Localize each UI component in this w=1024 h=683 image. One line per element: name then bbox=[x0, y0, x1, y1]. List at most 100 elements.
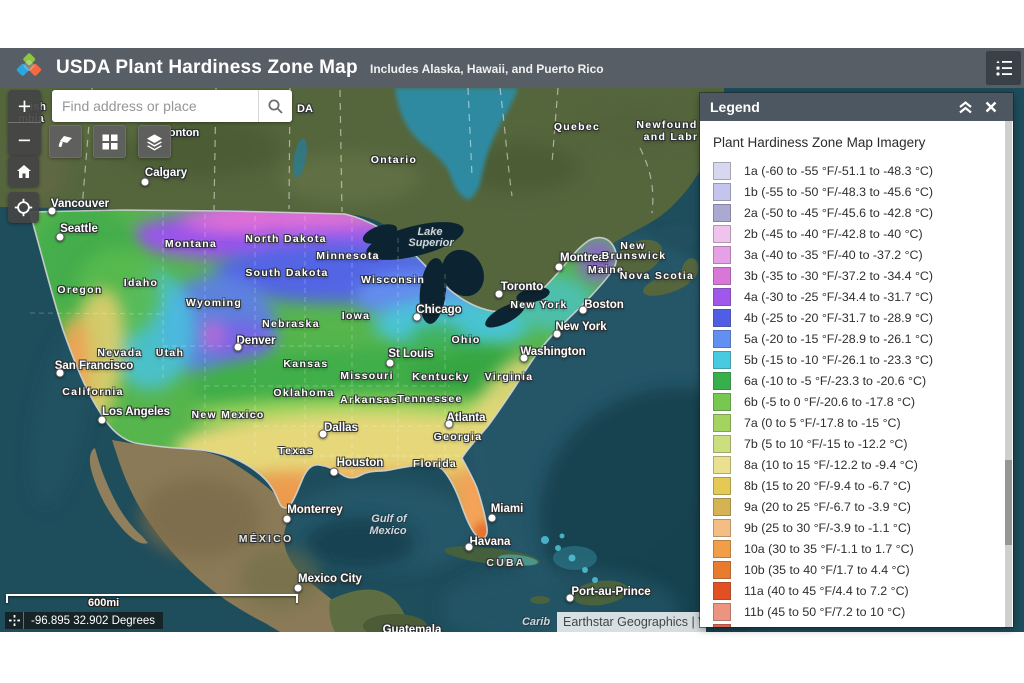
zone-label: 6b (-5 to 0 °F/-20.6 to -17.8 °C) bbox=[744, 394, 916, 409]
search-box bbox=[52, 90, 292, 122]
zone-swatch bbox=[713, 476, 731, 495]
flag-icon bbox=[58, 136, 72, 148]
legend-item: 3a (-40 to -35 °F/-40 to -37.2 °C) bbox=[700, 244, 1013, 265]
legend-item: 6a (-10 to -5 °F/-23.3 to -20.6 °C) bbox=[700, 370, 1013, 391]
zoom-controls: + − bbox=[8, 90, 41, 156]
legend-item: 7a (0 to 5 °F/-17.8 to -15 °C) bbox=[700, 412, 1013, 433]
locate-button[interactable] bbox=[8, 192, 39, 223]
layers-button[interactable] bbox=[138, 125, 171, 158]
zone-label: 1a (-60 to -55 °F/-51.1 to -48.3 °C) bbox=[744, 163, 933, 178]
zone-swatch bbox=[713, 371, 731, 390]
legend-item: 9b (25 to 30 °F/-3.9 to -1.1 °C) bbox=[700, 517, 1013, 538]
legend-list-toggle-button[interactable] bbox=[986, 51, 1021, 85]
zone-label: 12a (50 to 55 °F/10 to 12.8 °C) bbox=[744, 626, 913, 628]
legend-item: 2b (-45 to -40 °F/-42.8 to -40 °C) bbox=[700, 223, 1013, 244]
zone-label: 5a (-20 to -15 °F/-28.9 to -26.1 °C) bbox=[744, 331, 933, 346]
search-input[interactable] bbox=[52, 90, 258, 122]
legend-body: Plant Hardiness Zone Map Imagery 1a (-60… bbox=[700, 121, 1013, 627]
page-subtitle: Includes Alaska, Hawaii, and Puerto Rico bbox=[370, 62, 604, 76]
zone-swatch bbox=[713, 539, 731, 558]
zone-label: 9a (20 to 25 °F/-6.7 to -3.9 °C) bbox=[744, 499, 911, 514]
zone-swatch bbox=[713, 182, 731, 201]
locate-crosshair-icon bbox=[14, 198, 33, 217]
legend-item: 1b (-55 to -50 °F/-48.3 to -45.6 °C) bbox=[700, 181, 1013, 202]
coordinates-text: -96.895 32.902 Degrees bbox=[31, 614, 156, 627]
zoom-out-button[interactable]: − bbox=[8, 123, 41, 156]
legend-item: 3b (-35 to -30 °F/-37.2 to -34.4 °C) bbox=[700, 265, 1013, 286]
zone-label: 6a (-10 to -5 °F/-23.3 to -20.6 °C) bbox=[744, 373, 927, 388]
zone-swatch bbox=[713, 245, 731, 264]
grid-icon bbox=[102, 134, 117, 149]
legend-item: 10a (30 to 35 °F/-1.1 to 1.7 °C) bbox=[700, 538, 1013, 559]
layer-list-icon bbox=[995, 60, 1012, 76]
scale-label: 600mi bbox=[88, 597, 120, 609]
zone-swatch bbox=[713, 623, 731, 627]
zone-label: 10b (35 to 40 °F/1.7 to 4.4 °C) bbox=[744, 562, 910, 577]
layers-icon bbox=[146, 133, 163, 151]
map-attribution: Earthstar Geographics | V bbox=[557, 612, 706, 632]
home-icon bbox=[16, 164, 31, 178]
zone-swatch bbox=[713, 203, 731, 222]
legend-header: Legend bbox=[700, 93, 1013, 121]
legend-item: 6b (-5 to 0 °F/-20.6 to -17.8 °C) bbox=[700, 391, 1013, 412]
crosshair-icon bbox=[5, 612, 24, 629]
zoom-in-button[interactable]: + bbox=[8, 90, 41, 123]
legend-item: 8b (15 to 20 °F/-9.4 to -6.7 °C) bbox=[700, 475, 1013, 496]
legend-item: 5a (-20 to -15 °F/-28.9 to -26.1 °C) bbox=[700, 328, 1013, 349]
zone-swatch bbox=[713, 161, 731, 180]
legend-item: 2a (-50 to -45 °F/-45.6 to -42.8 °C) bbox=[700, 202, 1013, 223]
zone-label: 1b (-55 to -50 °F/-48.3 to -45.6 °C) bbox=[744, 184, 933, 199]
zone-label: 10a (30 to 35 °F/-1.1 to 1.7 °C) bbox=[744, 541, 914, 556]
zone-swatch bbox=[713, 224, 731, 243]
basemap-gallery-button[interactable] bbox=[93, 125, 126, 158]
home-button[interactable] bbox=[8, 156, 39, 187]
legend-item: 11a (40 to 45 °F/4.4 to 7.2 °C) bbox=[700, 580, 1013, 601]
legend-item: 4b (-25 to -20 °F/-31.7 to -28.9 °C) bbox=[700, 307, 1013, 328]
legend-title: Legend bbox=[710, 99, 760, 115]
zone-swatch bbox=[713, 308, 731, 327]
zone-label: 2a (-50 to -45 °F/-45.6 to -42.8 °C) bbox=[744, 205, 933, 220]
legend-item: 11b (45 to 50 °F/7.2 to 10 °C) bbox=[700, 601, 1013, 622]
zone-label: 11a (40 to 45 °F/4.4 to 7.2 °C) bbox=[744, 583, 909, 598]
coordinates-readout: -96.895 32.902 Degrees bbox=[5, 612, 164, 629]
zone-label: 5b (-15 to -10 °F/-26.1 to -23.3 °C) bbox=[744, 352, 933, 367]
legend-close-button[interactable] bbox=[979, 101, 1003, 113]
zone-label: 11b (45 to 50 °F/7.2 to 10 °C) bbox=[744, 604, 906, 619]
zone-swatch bbox=[713, 518, 731, 537]
legend-scrollbar[interactable] bbox=[1005, 121, 1012, 627]
zone-label: 2b (-45 to -40 °F/-42.8 to -40 °C) bbox=[744, 226, 923, 241]
legend-item: 8a (10 to 15 °F/-12.2 to -9.4 °C) bbox=[700, 454, 1013, 475]
zone-swatch bbox=[713, 392, 731, 411]
zone-label: 4a (-30 to -25 °F/-34.4 to -31.7 °C) bbox=[744, 289, 933, 304]
legend-layer-heading: Plant Hardiness Zone Map Imagery bbox=[713, 135, 926, 150]
page-title: USDA Plant Hardiness Zone Map bbox=[56, 57, 358, 78]
zone-swatch bbox=[713, 455, 731, 474]
legend-item: 10b (35 to 40 °F/1.7 to 4.4 °C) bbox=[700, 559, 1013, 580]
zone-swatch bbox=[713, 350, 731, 369]
search-button[interactable] bbox=[258, 90, 292, 122]
scale-bar bbox=[6, 594, 298, 603]
usda-phzm-logo bbox=[16, 53, 42, 76]
zone-swatch bbox=[713, 413, 731, 432]
legend-scrollbar-thumb[interactable] bbox=[1005, 460, 1012, 545]
legend-zone-list: 1a (-60 to -55 °F/-51.1 to -48.3 °C) 1b … bbox=[700, 160, 1013, 627]
double-chevron-up-icon bbox=[959, 100, 972, 113]
legend-item: 5b (-15 to -10 °F/-26.1 to -23.3 °C) bbox=[700, 349, 1013, 370]
zone-swatch bbox=[713, 329, 731, 348]
legend-item: 9a (20 to 25 °F/-6.7 to -3.9 °C) bbox=[700, 496, 1013, 517]
legend-item: 4a (-30 to -25 °F/-34.4 to -31.7 °C) bbox=[700, 286, 1013, 307]
zone-label: 7a (0 to 5 °F/-17.8 to -15 °C) bbox=[744, 415, 901, 430]
zone-label: 8b (15 to 20 °F/-9.4 to -6.7 °C) bbox=[744, 478, 911, 493]
zone-label: 4b (-25 to -20 °F/-31.7 to -28.9 °C) bbox=[744, 310, 933, 325]
flag-tool-button[interactable] bbox=[49, 125, 82, 158]
zone-label: 3b (-35 to -30 °F/-37.2 to -34.4 °C) bbox=[744, 268, 933, 283]
zone-label: 9b (25 to 30 °F/-3.9 to -1.1 °C) bbox=[744, 520, 911, 535]
legend-collapse-button[interactable] bbox=[952, 100, 979, 114]
legend-panel: Legend Plant Hardiness Zone Map Imagery … bbox=[700, 93, 1013, 627]
zone-swatch bbox=[713, 560, 731, 579]
zone-swatch bbox=[713, 497, 731, 516]
zone-swatch bbox=[713, 266, 731, 285]
zone-swatch bbox=[713, 602, 731, 621]
zone-swatch bbox=[713, 287, 731, 306]
